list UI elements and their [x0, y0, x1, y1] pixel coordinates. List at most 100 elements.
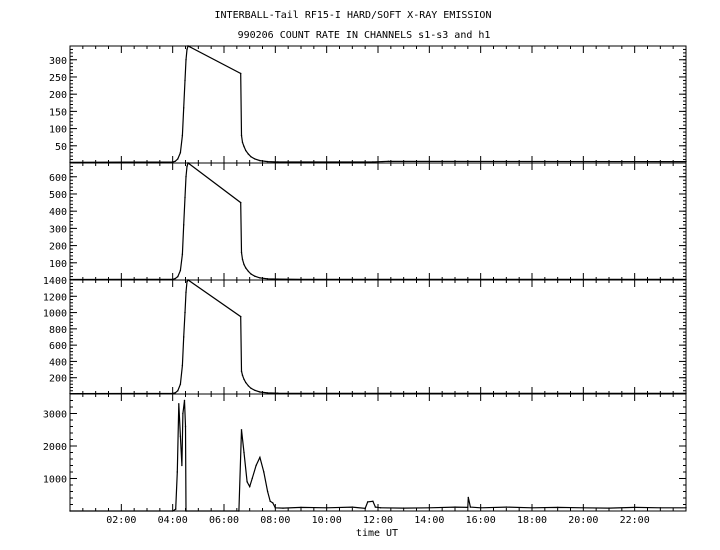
x-tick-label: 16:00	[466, 515, 496, 526]
data-point	[183, 336, 185, 338]
data-point	[185, 176, 187, 178]
data-point	[266, 490, 269, 493]
data-point	[186, 48, 188, 51]
data-point	[428, 507, 430, 509]
y-tick-label: 2000	[43, 442, 67, 453]
data-point	[372, 161, 374, 163]
data-point	[240, 251, 243, 254]
y-tick-label: 1000	[43, 309, 67, 320]
data-point	[175, 508, 177, 510]
data-point	[179, 435, 182, 437]
y-tick-label: 300	[49, 224, 67, 235]
data-point	[364, 507, 366, 510]
data-point	[251, 477, 253, 480]
data-point	[238, 510, 240, 512]
data-point	[181, 364, 184, 367]
data-point	[282, 507, 284, 509]
data-point	[241, 258, 244, 261]
data-point	[172, 510, 174, 512]
y-tick-label: 400	[49, 357, 67, 368]
data-point	[179, 383, 182, 385]
data-point	[467, 496, 469, 499]
x-axis-label: time UT	[356, 528, 398, 539]
data-point	[181, 464, 183, 467]
data-point	[634, 506, 636, 509]
y-tick-label: 250	[49, 73, 67, 84]
data-point	[263, 471, 265, 473]
data-point	[184, 425, 187, 428]
data-point	[351, 506, 353, 508]
series-line-h1	[70, 400, 686, 512]
y-tick-label: 400	[49, 207, 67, 218]
data-point	[172, 161, 174, 163]
y-tick-label: 50	[55, 142, 67, 153]
y-tick-label: 1200	[43, 292, 67, 303]
data-point	[250, 387, 252, 389]
y-tick-label: 1400	[43, 276, 67, 287]
x-tick-label: 04:00	[158, 515, 188, 526]
data-point	[174, 392, 176, 394]
x-tick-label: 06:00	[209, 515, 239, 526]
data-point	[454, 506, 456, 508]
data-point	[250, 156, 252, 158]
data-point	[245, 381, 247, 384]
data-point	[243, 263, 245, 266]
chart-subtitle: 990206 COUNT RATE IN CHANNELS s1-s3 and …	[238, 30, 491, 41]
panel-stack: 50 100 150 200 250 300 100 200 300 400 500 600 200 40…	[43, 45, 687, 512]
data-point	[240, 72, 242, 75]
data-point	[241, 374, 244, 376]
y-tick-label: 100	[49, 125, 67, 136]
data-point	[266, 278, 269, 280]
data-point	[183, 107, 185, 109]
data-point	[185, 291, 187, 293]
data-point	[243, 451, 245, 454]
panel-h1: 1000 2000 3000	[43, 393, 687, 512]
data-point	[272, 502, 274, 504]
data-point	[372, 500, 374, 502]
data-point	[326, 507, 328, 509]
series-line-s3	[69, 279, 686, 395]
data-point	[685, 160, 687, 163]
data-point	[243, 378, 245, 380]
x-tick-label: 20:00	[568, 515, 598, 526]
data-point	[176, 471, 178, 473]
y-tick-label: 200	[49, 242, 67, 253]
data-point	[245, 267, 247, 269]
data-point	[179, 152, 182, 154]
data-point	[247, 270, 250, 273]
data-point	[182, 412, 184, 415]
x-axis-tick-labels: 02:00 04:00 06:00 08:00 10:00 12:00 14:00 16:00…	[106, 515, 649, 526]
data-point	[185, 59, 187, 61]
y-tick-label: 200	[49, 374, 67, 385]
data-point	[187, 279, 189, 281]
y-tick-label: 100	[49, 259, 67, 270]
series-line-s1	[69, 45, 687, 163]
data-point	[374, 506, 377, 508]
y-tick-label: 1000	[43, 475, 67, 486]
x-tick-label: 18:00	[517, 515, 547, 526]
data-point	[240, 370, 243, 372]
data-point	[183, 224, 185, 226]
data-point	[183, 399, 186, 402]
data-point	[245, 149, 247, 152]
data-point	[177, 275, 179, 278]
data-point	[254, 158, 256, 160]
data-point	[469, 506, 472, 508]
y-tick-label: 300	[49, 56, 67, 67]
data-point	[181, 134, 184, 137]
data-point	[274, 507, 276, 509]
data-point	[174, 277, 176, 280]
data-point	[174, 160, 176, 162]
data-point	[187, 45, 189, 47]
data-point	[254, 389, 256, 391]
data-point	[379, 507, 382, 509]
data-point	[249, 485, 251, 488]
data-point	[467, 506, 469, 509]
chart-title: INTERBALL-Tail RF15-I HARD/SOFT X-RAY EM…	[215, 10, 492, 21]
data-point	[480, 507, 482, 509]
data-point	[185, 510, 187, 512]
data-point	[241, 141, 244, 144]
panel-frame	[69, 279, 687, 395]
data-point	[69, 510, 71, 512]
